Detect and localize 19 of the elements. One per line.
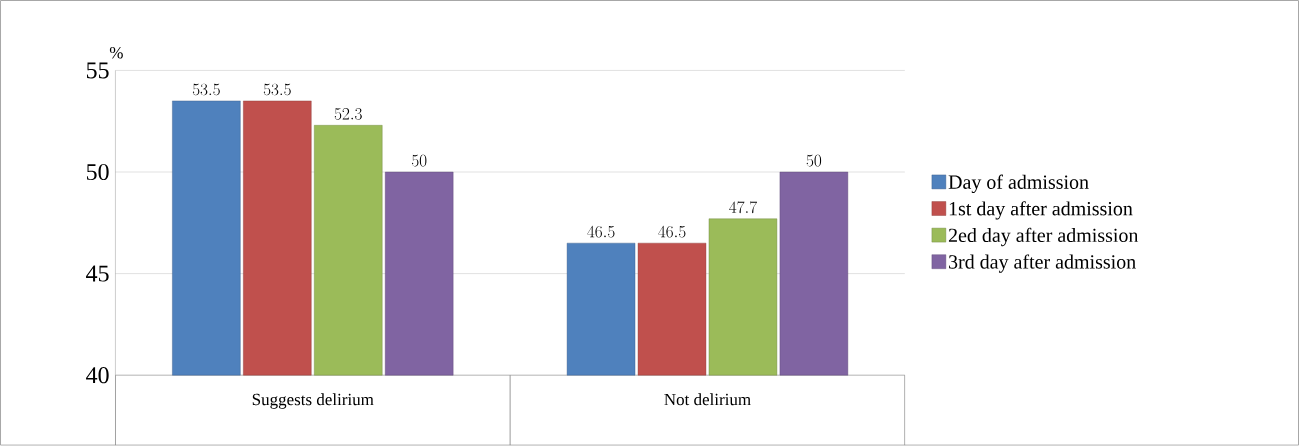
y-axis-title: % — [109, 47, 123, 59]
y-tick-label: 40 — [86, 367, 109, 384]
y-tick-label: 50 — [86, 164, 109, 181]
x-tick-label: Suggests delirium — [252, 393, 374, 409]
data-label: 53.5 — [192, 83, 220, 96]
data-label: 52.3 — [334, 108, 362, 120]
legend-label: 2ed day after admission — [948, 227, 1139, 247]
y-tick-label: 45 — [86, 265, 109, 282]
data-label: 50 — [412, 154, 427, 167]
data-label: 46.5 — [587, 225, 615, 238]
legend-label: 3rd day after admission — [949, 254, 1136, 273]
data-label: 53.5 — [263, 83, 291, 96]
legend-label: 1st day after admission — [949, 201, 1133, 220]
data-label: 47.7 — [729, 201, 757, 214]
y-tick-label: 55 — [86, 62, 109, 79]
data-label: 50 — [806, 154, 822, 167]
legend-label: Day of admission — [948, 174, 1089, 194]
data-label: 46.5 — [658, 225, 686, 238]
x-tick-label: Not delirium — [664, 393, 751, 406]
